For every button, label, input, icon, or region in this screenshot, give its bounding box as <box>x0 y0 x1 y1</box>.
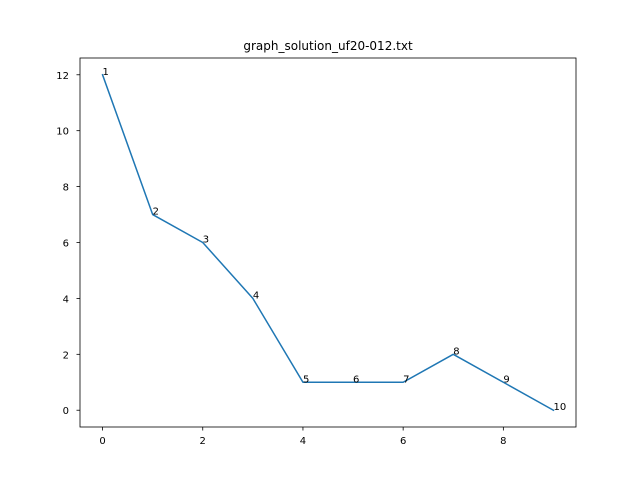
y-tick-label: 0 <box>63 406 69 417</box>
x-tick-label: 2 <box>200 436 206 447</box>
x-tick-label: 6 <box>400 436 406 447</box>
x-tick-label: 0 <box>99 436 105 447</box>
point-label: 9 <box>503 374 509 385</box>
y-tick-label: 2 <box>63 350 69 361</box>
chart-title: graph_solution_uf20-012.txt <box>243 39 413 53</box>
point-label: 7 <box>403 374 409 385</box>
point-label: 8 <box>453 346 459 357</box>
point-label: 6 <box>353 374 359 385</box>
point-label: 4 <box>253 290 259 301</box>
series-line <box>101 73 555 412</box>
point-label: 3 <box>203 235 209 246</box>
plot-area-frame <box>79 57 577 428</box>
point-label: 5 <box>303 374 309 385</box>
y-tick-label: 8 <box>63 183 69 194</box>
x-axis: 0 2 4 6 8 <box>99 427 507 447</box>
point-label: 2 <box>153 207 159 218</box>
x-tick-label: 8 <box>500 436 506 447</box>
y-tick-label: 4 <box>63 294 69 305</box>
y-tick-label: 10 <box>56 127 69 138</box>
point-label: 1 <box>103 67 109 78</box>
point-label: 10 <box>553 402 566 413</box>
y-tick-label: 6 <box>63 239 69 250</box>
series-layer <box>101 73 555 412</box>
y-tick-label: 12 <box>56 71 69 82</box>
point-labels: 1 2 3 4 5 6 7 8 9 10 <box>103 67 567 413</box>
x-tick-label: 4 <box>300 436 306 447</box>
y-axis: 0 2 4 6 8 10 12 <box>56 71 80 417</box>
